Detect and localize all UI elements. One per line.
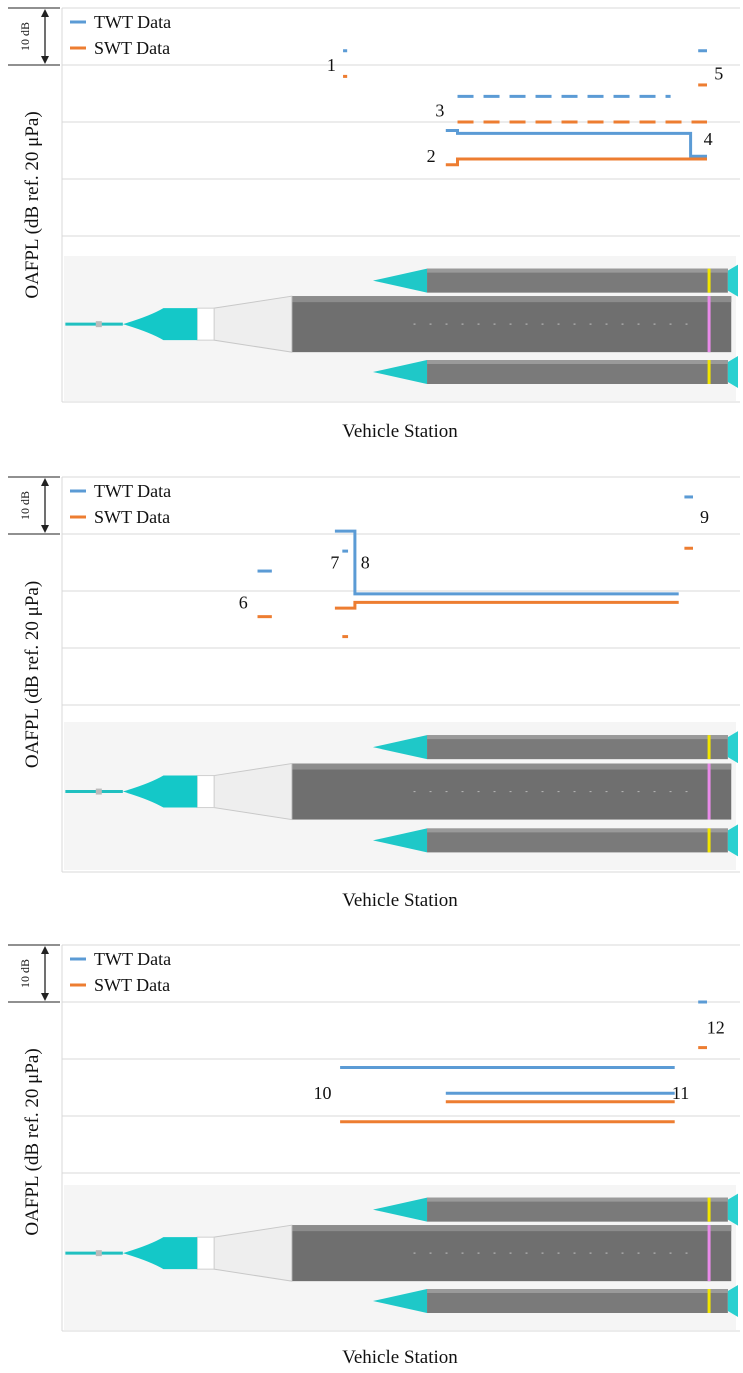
- abort-motor: [95, 788, 102, 795]
- chart-panel-3: 10 dB OAFPL (dB ref. 20 μPa) Vehicle Stati…: [8, 944, 740, 1368]
- booster-band: [707, 268, 711, 293]
- data-line: [445, 129, 707, 158]
- series-twt: [340, 1000, 707, 1095]
- scale-arrow-up: [41, 9, 49, 17]
- y-axis-label: OAFPL (dB ref. 20 μPa): [22, 111, 43, 298]
- series-twt: [257, 495, 693, 596]
- core-stage: [291, 1225, 732, 1282]
- x-axis-label: Vehicle Station: [342, 421, 458, 442]
- scale-arrow-up: [41, 946, 49, 954]
- booster-nozzle: [727, 356, 738, 388]
- booster: [372, 824, 738, 857]
- annotation-1: 1: [327, 55, 336, 75]
- booster-nose: [372, 360, 428, 384]
- scale-arrow-up: [41, 478, 49, 486]
- annotation-3: 3: [435, 101, 444, 121]
- booster-highlight: [427, 735, 728, 740]
- scale-label: 10 dB: [18, 491, 32, 520]
- legend-label-swt: SWT Data: [94, 975, 170, 995]
- annotation-6: 6: [239, 592, 248, 612]
- annotation-7: 7: [330, 553, 339, 573]
- booster-highlight: [427, 1197, 728, 1202]
- capsule-fairing: [122, 1237, 198, 1270]
- core-band: [707, 763, 711, 820]
- rocket-illustration: [64, 722, 738, 870]
- booster: [372, 1285, 738, 1317]
- core-stage: [291, 763, 732, 820]
- booster-band: [707, 828, 711, 853]
- chart-panel-2: 10 dB OAFPL (dB ref. 20 μPa) Vehicle Stati…: [8, 476, 740, 911]
- data-line: [334, 529, 679, 596]
- booster-nose: [372, 735, 428, 760]
- rocket-illustration: [64, 256, 738, 401]
- annotation-9: 9: [700, 507, 709, 527]
- booster-nozzle: [727, 1193, 738, 1226]
- booster-highlight: [427, 828, 728, 833]
- capsule-fairing: [122, 308, 198, 341]
- x-axis-label: Vehicle Station: [342, 1347, 458, 1368]
- booster-nose: [372, 268, 428, 293]
- core-highlight: [291, 763, 732, 770]
- core-highlight: [291, 296, 732, 303]
- booster: [372, 356, 738, 388]
- scale-label: 10 dB: [18, 22, 32, 51]
- booster-highlight: [427, 360, 728, 364]
- annotation-11: 11: [672, 1083, 689, 1103]
- annotation-12: 12: [707, 1018, 725, 1038]
- core-highlight: [291, 1225, 732, 1232]
- booster: [372, 1193, 738, 1226]
- booster-band: [707, 360, 711, 384]
- capsule-fairing: [122, 775, 198, 808]
- data-line: [334, 600, 679, 610]
- booster-nose: [372, 828, 428, 853]
- abort-motor: [95, 321, 102, 328]
- booster-nose: [372, 1197, 428, 1222]
- core-band: [707, 1225, 711, 1282]
- booster: [372, 264, 738, 297]
- booster-nozzle: [727, 731, 738, 764]
- x-axis-label: Vehicle Station: [342, 890, 458, 911]
- booster-nozzle: [727, 1285, 738, 1317]
- booster-band: [707, 1197, 711, 1222]
- booster-nozzle: [727, 264, 738, 297]
- booster-nozzle: [727, 824, 738, 857]
- booster-band: [707, 1289, 711, 1313]
- chart-panel-1: 10 dB OAFPL (dB ref. 20 μPa) Vehicle Stati…: [8, 7, 740, 442]
- legend-label-swt: SWT Data: [94, 38, 170, 58]
- series-swt: [340, 1046, 707, 1124]
- series-swt: [343, 74, 707, 167]
- legend-label-twt: TWT Data: [94, 481, 171, 501]
- service-module: [196, 307, 215, 341]
- scale-arrow-down: [41, 56, 49, 64]
- annotation-2: 2: [427, 146, 436, 166]
- annotation-10: 10: [314, 1083, 332, 1103]
- legend-label-twt: TWT Data: [94, 12, 171, 32]
- abort-motor: [95, 1250, 102, 1257]
- booster-band: [707, 735, 711, 760]
- booster-highlight: [427, 268, 728, 273]
- scale-arrow-down: [41, 525, 49, 533]
- series-twt: [343, 49, 707, 158]
- rocket-illustration: [64, 1185, 738, 1330]
- annotation-5: 5: [714, 64, 723, 84]
- annotation-4: 4: [704, 129, 713, 149]
- core-stage: [291, 296, 732, 353]
- booster-nose: [372, 1289, 428, 1313]
- annotation-8: 8: [361, 553, 370, 573]
- y-axis-label: OAFPL (dB ref. 20 μPa): [22, 1048, 43, 1235]
- scale-arrow-down: [41, 993, 49, 1001]
- booster: [372, 731, 738, 764]
- y-axis-label: OAFPL (dB ref. 20 μPa): [22, 581, 43, 768]
- service-module: [196, 775, 215, 809]
- core-band: [707, 296, 711, 353]
- service-module: [196, 1236, 215, 1270]
- data-line: [445, 157, 707, 167]
- scale-label: 10 dB: [18, 959, 32, 988]
- legend-label-swt: SWT Data: [94, 507, 170, 527]
- series-swt: [257, 546, 693, 639]
- booster-highlight: [427, 1289, 728, 1293]
- legend-label-twt: TWT Data: [94, 949, 171, 969]
